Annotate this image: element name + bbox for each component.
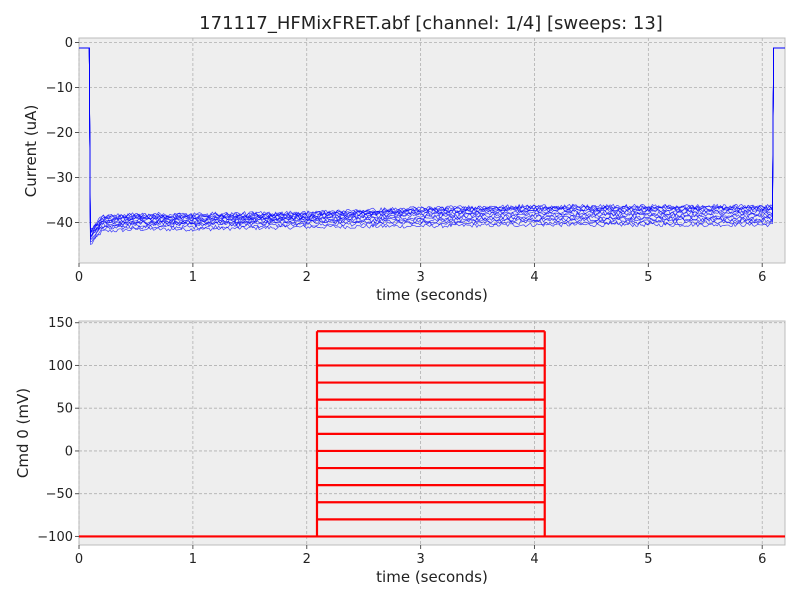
current-x-tick-label: 4 bbox=[530, 270, 538, 285]
current-sweep-8 bbox=[79, 47, 785, 239]
command-x-axis-label: time (seconds) bbox=[376, 568, 488, 586]
current-sweep-2 bbox=[79, 47, 785, 242]
command-x-tick-label: 0 bbox=[75, 552, 83, 567]
current-plot: 0 1 2 3 4 5 6 0 −10 −20 −30 −40 time (seconds) Cur… bbox=[22, 36, 786, 304]
current-y-tick-label: −40 bbox=[46, 216, 73, 231]
current-x-tick-label: 5 bbox=[644, 270, 652, 285]
command-traces bbox=[79, 330, 785, 538]
current-y-tick-label: −20 bbox=[46, 126, 73, 141]
command-y-tick-label: −50 bbox=[46, 487, 73, 502]
current-y-tick-label: −30 bbox=[46, 171, 73, 186]
command-y-tick-label: 0 bbox=[65, 444, 73, 459]
current-y-axis-label: Current (uA) bbox=[22, 105, 40, 198]
current-traces bbox=[79, 47, 785, 245]
command-x-ticks: 0 1 2 3 4 5 6 bbox=[75, 545, 766, 567]
current-sweep-5 bbox=[79, 47, 785, 239]
command-x-tick-label: 3 bbox=[416, 552, 424, 567]
current-x-tick-label: 6 bbox=[758, 270, 766, 285]
current-y-ticks: 0 −10 −20 −30 −40 bbox=[46, 36, 79, 231]
command-x-tick-label: 5 bbox=[644, 552, 652, 567]
command-x-tick-label: 6 bbox=[758, 552, 766, 567]
command-x-tick-label: 2 bbox=[303, 552, 311, 567]
current-sweep-9 bbox=[79, 47, 785, 234]
current-sweep-7 bbox=[79, 47, 785, 237]
current-x-tick-label: 0 bbox=[75, 270, 83, 285]
current-y-tick-label: −10 bbox=[46, 81, 73, 96]
command-y-tick-label: −100 bbox=[37, 530, 73, 545]
current-x-axis-label: time (seconds) bbox=[376, 286, 488, 304]
command-y-ticks: 150 100 50 0 −50 −100 bbox=[37, 316, 79, 545]
current-x-tick-label: 3 bbox=[416, 270, 424, 285]
command-y-tick-label: 50 bbox=[56, 402, 73, 417]
current-x-tick-label: 1 bbox=[189, 270, 197, 285]
current-sweep-13 bbox=[79, 47, 785, 230]
current-sweep-3 bbox=[79, 47, 785, 240]
command-y-axis-label: Cmd 0 (mV) bbox=[14, 388, 32, 478]
current-y-tick-label: 0 bbox=[65, 36, 73, 51]
current-sweep-4 bbox=[79, 47, 785, 240]
command-y-tick-label: 100 bbox=[48, 359, 73, 374]
command-y-tick-label: 150 bbox=[48, 316, 73, 331]
current-sweep-11 bbox=[79, 47, 785, 232]
command-x-tick-label: 4 bbox=[530, 552, 538, 567]
chart-title: 171117_HFMixFRET.abf [channel: 1/4] [swe… bbox=[199, 13, 663, 34]
current-plot-area bbox=[78, 37, 786, 264]
current-x-ticks: 0 1 2 3 4 5 6 bbox=[75, 263, 766, 285]
current-x-tick-label: 2 bbox=[303, 270, 311, 285]
command-x-tick-label: 1 bbox=[189, 552, 197, 567]
